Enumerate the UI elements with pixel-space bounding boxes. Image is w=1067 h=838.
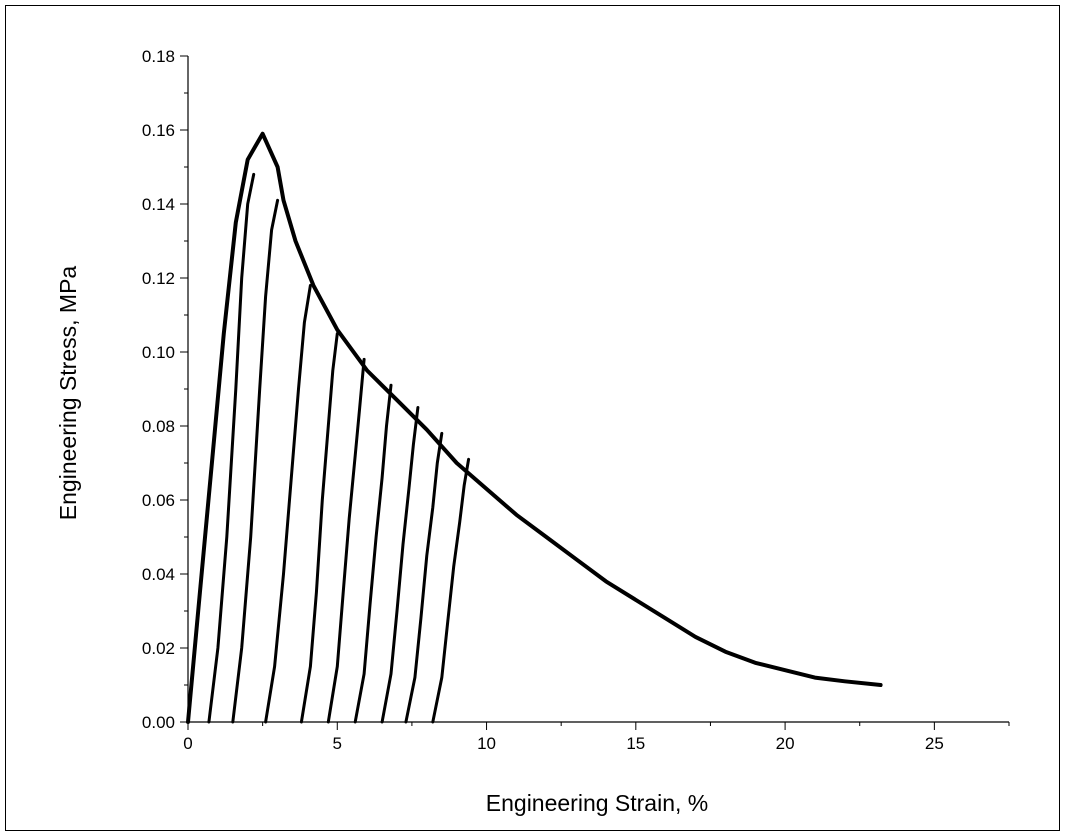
y-tick-label: 0.16 <box>142 121 175 140</box>
stress-strain-chart: 0.00 0.02 0.04 0.06 0.08 0.10 0.12 0.14 0.16 0.18… <box>55 47 1010 816</box>
y-tick-label: 0.02 <box>142 639 175 658</box>
unload-reload-loop <box>326 357 366 724</box>
y-tick-label: 0.12 <box>142 269 175 288</box>
main-stress-strain-curve <box>186 131 883 724</box>
x-tick-label: 0 <box>183 734 192 753</box>
x-tick-label: 20 <box>776 734 795 753</box>
x-tick-label: 25 <box>925 734 944 753</box>
x-axis-title: Engineering Strain, % <box>486 790 708 816</box>
unload-reload-loop <box>431 457 471 724</box>
unload-reload-loop <box>264 283 312 724</box>
x-tick-label: 5 <box>333 734 342 753</box>
y-tick-label: 0.04 <box>142 565 175 584</box>
y-tick-label: 0.18 <box>142 47 175 66</box>
figure-frame: 0.00 0.02 0.04 0.06 0.08 0.10 0.12 0.14 0.16 0.18… <box>5 5 1060 831</box>
y-tick-label: 0.10 <box>142 343 175 362</box>
unload-reload-loop <box>353 383 393 724</box>
unload-reload-loop <box>299 332 339 724</box>
y-tick-label: 0.06 <box>142 491 175 510</box>
axes: 0.00 0.02 0.04 0.06 0.08 0.10 0.12 0.14 0.16 0.18… <box>142 47 1010 753</box>
y-tick-label: 0.14 <box>142 195 175 214</box>
y-axis-title: Engineering Stress, MPa <box>55 266 81 521</box>
unload-reload-loop <box>404 431 444 724</box>
x-tick-label: 15 <box>626 734 645 753</box>
x-tick-label: 10 <box>477 734 496 753</box>
unload-reload-loop <box>380 406 420 724</box>
y-tick-label: 0.08 <box>142 417 175 436</box>
unload-reload-loop <box>207 172 256 724</box>
unload-reload-loop <box>231 198 280 724</box>
y-tick-label: 0.00 <box>142 713 175 732</box>
plot-lines <box>186 131 883 724</box>
